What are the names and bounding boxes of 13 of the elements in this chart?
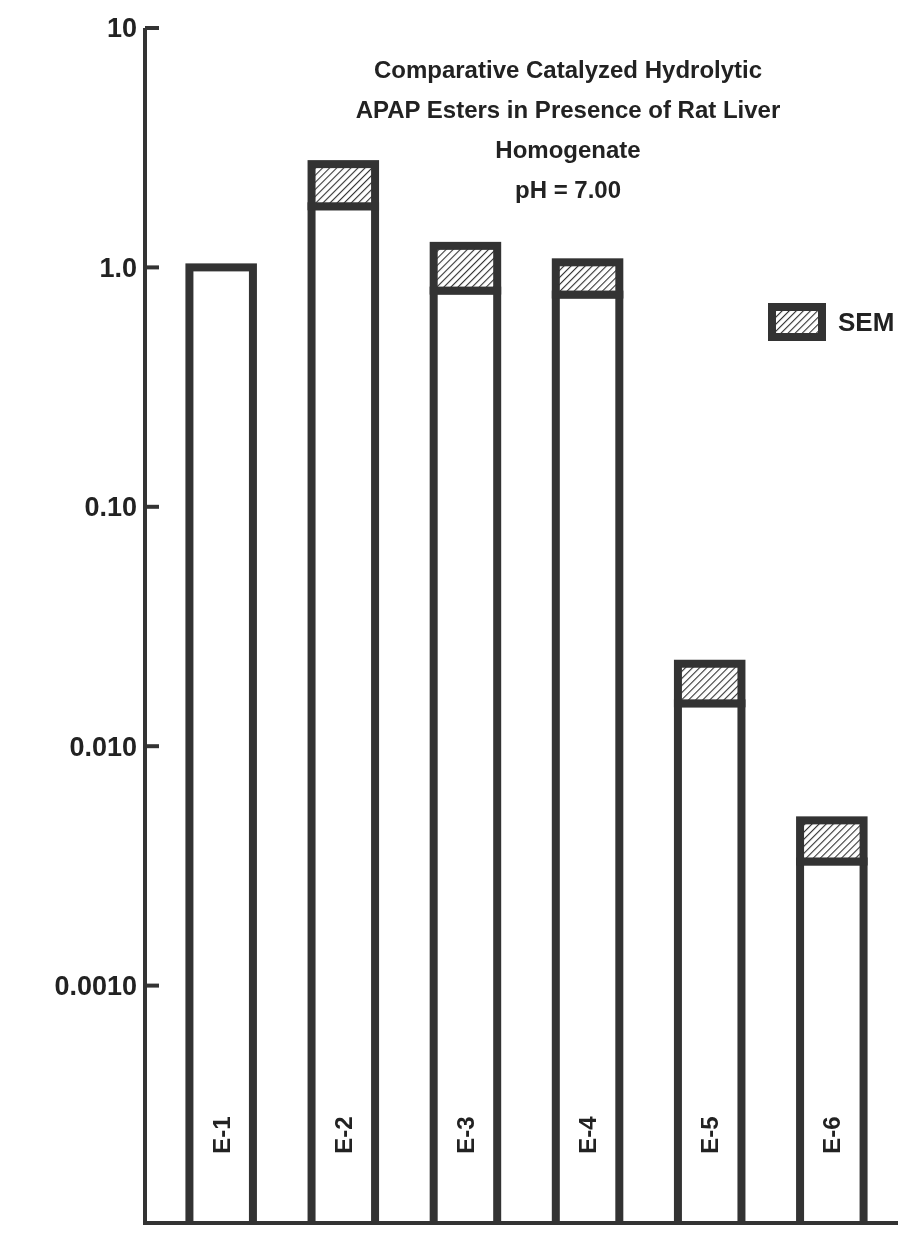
y-tick-label: 0.0010 [54, 971, 137, 1002]
x-tick-label: E-2 [329, 1116, 357, 1154]
x-tick-label: E-1 [207, 1116, 235, 1154]
x-tick-label: E-6 [818, 1116, 846, 1154]
y-tick-label: 0.010 [69, 731, 137, 762]
text: pH = 7.00 [514, 176, 622, 203]
x-tick-label: E-4 [573, 1115, 601, 1154]
x-tick-label: E-3 [451, 1116, 479, 1154]
y-tick-label: 1.0 [99, 252, 137, 283]
y-tick-label: 10 [106, 13, 137, 44]
x-tick-label: E-5 [696, 1116, 724, 1154]
y-tick-label: 0.10 [84, 492, 137, 523]
legend-label: SEM [838, 307, 895, 338]
